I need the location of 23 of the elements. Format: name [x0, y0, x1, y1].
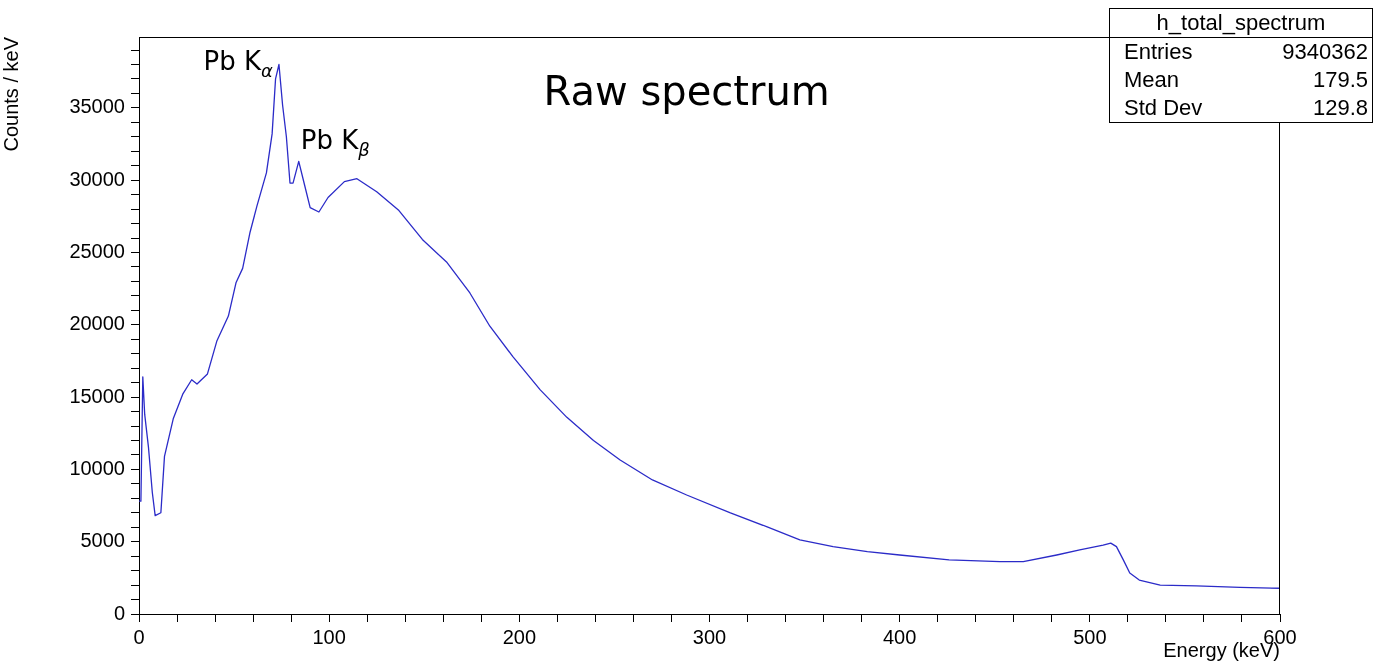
- y-tick-label: 20000: [69, 312, 125, 335]
- x-tick-label: 200: [502, 625, 537, 648]
- text: 129.8: [1312, 94, 1368, 122]
- text: 179.5: [1312, 66, 1368, 94]
- x-tick-label: 400: [882, 625, 917, 648]
- y-tick-label: 35000: [69, 95, 125, 118]
- y-tick-label: 0: [113, 601, 125, 624]
- x-tick-label: 0: [133, 625, 145, 648]
- x-tick-label: 100: [312, 625, 346, 648]
- y-axis-title: Counts / keV: [0, 36, 22, 152]
- y-tick-label: 5000: [80, 529, 125, 552]
- y-tick-label: 30000: [69, 167, 125, 190]
- text: 9340362: [1282, 38, 1368, 66]
- x-tick-label: 500: [1073, 625, 1107, 648]
- y-tick-label: 15000: [69, 384, 125, 407]
- y-tick-label: 10000: [69, 456, 125, 479]
- annotation: Mean: [1124, 66, 1180, 94]
- annotation: Std Dev: [1124, 94, 1203, 122]
- annotation: Entries: [1124, 38, 1193, 66]
- text: h_total_spectrum: [1110, 9, 1372, 38]
- x-tick-label: 300: [692, 625, 727, 648]
- y-tick-label: 25000: [69, 239, 125, 262]
- text: Raw spectrum: [543, 68, 830, 114]
